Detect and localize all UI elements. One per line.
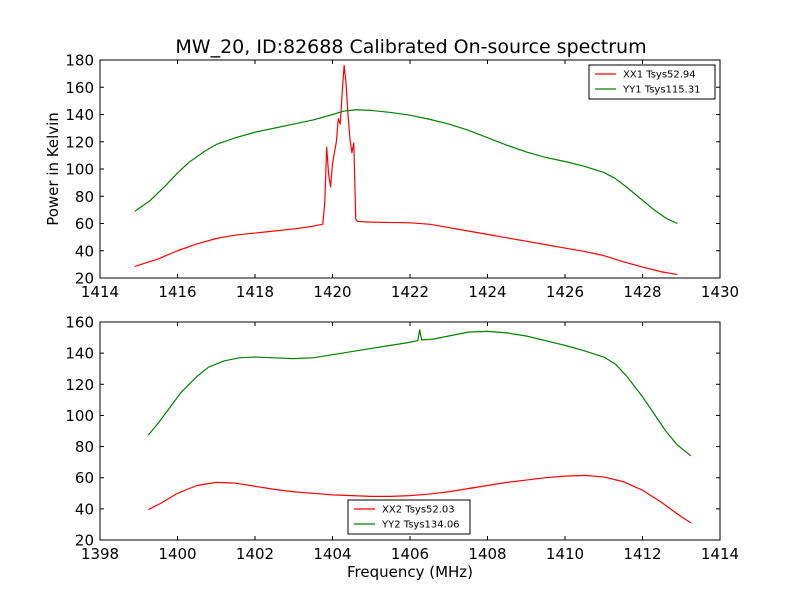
x-axis-label: Frequency (MHz) (347, 563, 473, 581)
legend-label: XX2 Tsys52.03 (382, 505, 455, 516)
bottom-spectrum-panel: 1398 1400 1402 1404 1406 1408 1410 1412 1414 20 40… (65, 314, 739, 564)
y-axis-label: Power in Kelvin (44, 112, 62, 226)
top-spectrum-panel: 1414 1416 1418 1420 1422 1424 1426 1428 1430 20 40… (65, 52, 739, 302)
y-tick-label: 120 (65, 133, 94, 151)
x-tick-label: 1398 (81, 545, 119, 563)
series-line-2-2 (147, 329, 692, 457)
legend: XX2 Tsys52.03 YY2 Tsys134.06 (347, 499, 471, 535)
y-tick-label: 60 (75, 469, 94, 487)
x-tick-label: 1402 (236, 545, 274, 563)
x-tick-label: 1430 (701, 283, 739, 301)
legend: XX1 Tsys52.94 YY1 Tsys115.31 (588, 64, 716, 100)
y-tick-label: 160 (65, 314, 94, 332)
y-tick-label: 80 (75, 188, 94, 206)
x-tick-label: 1406 (391, 545, 429, 563)
x-tick-label: 1418 (236, 283, 274, 301)
y-tick-label: 60 (75, 215, 94, 233)
x-tick-label: 1408 (468, 545, 506, 563)
x-tick-label: 1420 (313, 283, 351, 301)
y-tick-label: 40 (75, 500, 94, 518)
y-tick-label: 180 (65, 52, 94, 70)
y-tick-label: 140 (65, 345, 94, 363)
y-tick-label: 40 (75, 242, 94, 260)
y-tick-label: 20 (75, 532, 94, 550)
legend-label: YY1 Tsys115.31 (622, 85, 701, 96)
series-line-1-2 (134, 109, 678, 225)
legend-box (347, 499, 471, 535)
y-tick-label: 120 (65, 376, 94, 394)
series-line-1-1 (134, 64, 678, 276)
x-tick-label: 1416 (158, 283, 196, 301)
x-tick-label: 1424 (468, 283, 506, 301)
y-tick-label: 100 (65, 161, 94, 179)
x-tick-label: 1414 (701, 545, 739, 563)
series-line-2-1 (148, 474, 692, 524)
x-tick-label: 1426 (546, 283, 584, 301)
legend-label: XX1 Tsys52.94 (623, 70, 696, 81)
x-tick-label: 1404 (313, 545, 351, 563)
y-tick-label: 20 (75, 270, 94, 288)
x-tick-label: 1428 (623, 283, 661, 301)
legend-label: YY2 Tsys134.06 (381, 520, 460, 531)
x-tick-label: 1400 (158, 545, 196, 563)
legend-box (588, 64, 716, 100)
figure-title: MW_20, ID:82688 Calibrated On-source spe… (175, 36, 646, 58)
y-tick-label: 100 (65, 407, 94, 425)
y-tick-label: 140 (65, 106, 94, 124)
x-tick-label: 1410 (546, 545, 584, 563)
x-tick-label: 1422 (391, 283, 429, 301)
y-tick-label: 160 (65, 79, 94, 97)
x-tick-label: 1412 (623, 545, 661, 563)
x-tick-label: 1414 (81, 283, 119, 301)
y-tick-label: 80 (75, 438, 94, 456)
